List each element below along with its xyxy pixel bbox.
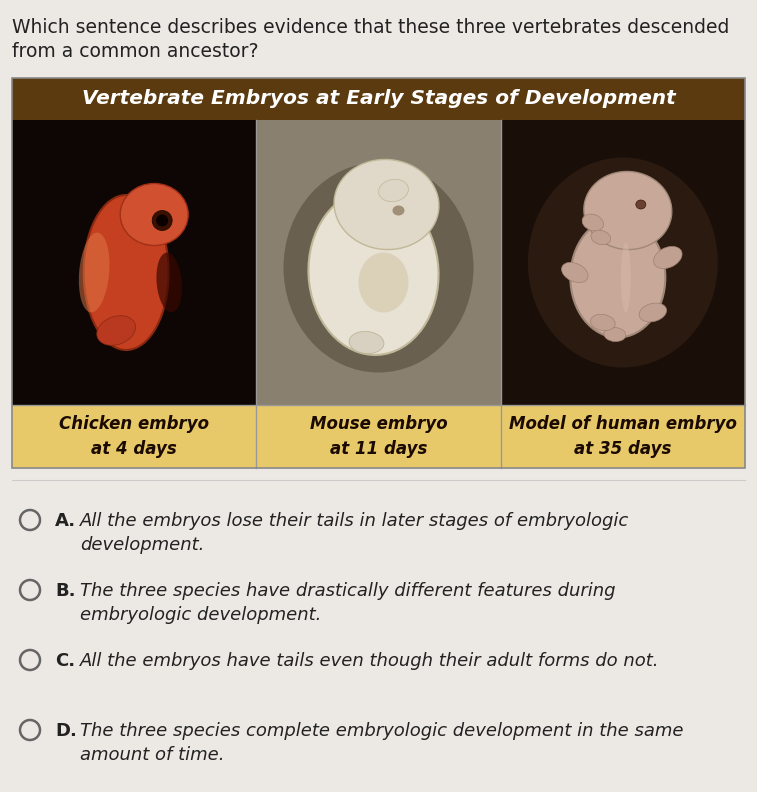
Ellipse shape [621, 242, 631, 313]
Text: All the embryos have tails even though their adult forms do not.: All the embryos have tails even though t… [80, 652, 659, 670]
Ellipse shape [284, 162, 473, 372]
Ellipse shape [79, 233, 110, 312]
Ellipse shape [349, 331, 384, 353]
Ellipse shape [378, 179, 408, 202]
Ellipse shape [636, 200, 646, 209]
Bar [12, 120, 257, 405]
Text: A.: A. [55, 512, 76, 530]
Text: The three species have drastically different features during
embryologic develop: The three species have drastically diffe… [80, 582, 615, 624]
Bar [12, 78, 745, 468]
Ellipse shape [604, 327, 626, 341]
Text: Chicken embryo
at 4 days: Chicken embryo at 4 days [59, 415, 209, 458]
Bar [500, 120, 745, 405]
Ellipse shape [582, 214, 603, 231]
Text: from a common ancestor?: from a common ancestor? [12, 42, 258, 61]
Ellipse shape [84, 195, 169, 350]
Ellipse shape [653, 246, 682, 268]
Bar [500, 405, 745, 468]
Ellipse shape [570, 218, 665, 337]
Text: Vertebrate Embryos at Early Stages of Development: Vertebrate Embryos at Early Stages of De… [82, 89, 675, 109]
Text: Model of human embryo
at 35 days: Model of human embryo at 35 days [509, 415, 737, 458]
Ellipse shape [120, 184, 188, 246]
Text: All the embryos lose their tails in later stages of embryologic
development.: All the embryos lose their tails in late… [80, 512, 629, 554]
Ellipse shape [334, 159, 439, 249]
Text: B.: B. [55, 582, 76, 600]
Ellipse shape [97, 316, 136, 345]
Text: Which sentence describes evidence that these three vertebrates descended: Which sentence describes evidence that t… [12, 18, 730, 37]
Bar [12, 405, 257, 468]
Ellipse shape [528, 158, 718, 367]
Text: Mouse embryo
at 11 days: Mouse embryo at 11 days [310, 415, 447, 458]
Ellipse shape [392, 205, 404, 215]
Ellipse shape [308, 190, 438, 355]
Ellipse shape [590, 314, 615, 331]
Text: C.: C. [55, 652, 75, 670]
Bar [257, 405, 500, 468]
Ellipse shape [157, 253, 182, 312]
Ellipse shape [639, 303, 667, 322]
Text: The three species complete embryologic development in the same
amount of time.: The three species complete embryologic d… [80, 722, 684, 764]
Bar [257, 120, 500, 405]
Ellipse shape [584, 171, 671, 249]
Ellipse shape [562, 262, 588, 283]
Bar [12, 78, 745, 120]
Ellipse shape [152, 211, 172, 230]
Ellipse shape [156, 215, 168, 227]
Ellipse shape [591, 230, 611, 245]
Ellipse shape [359, 253, 409, 313]
Text: D.: D. [55, 722, 77, 740]
